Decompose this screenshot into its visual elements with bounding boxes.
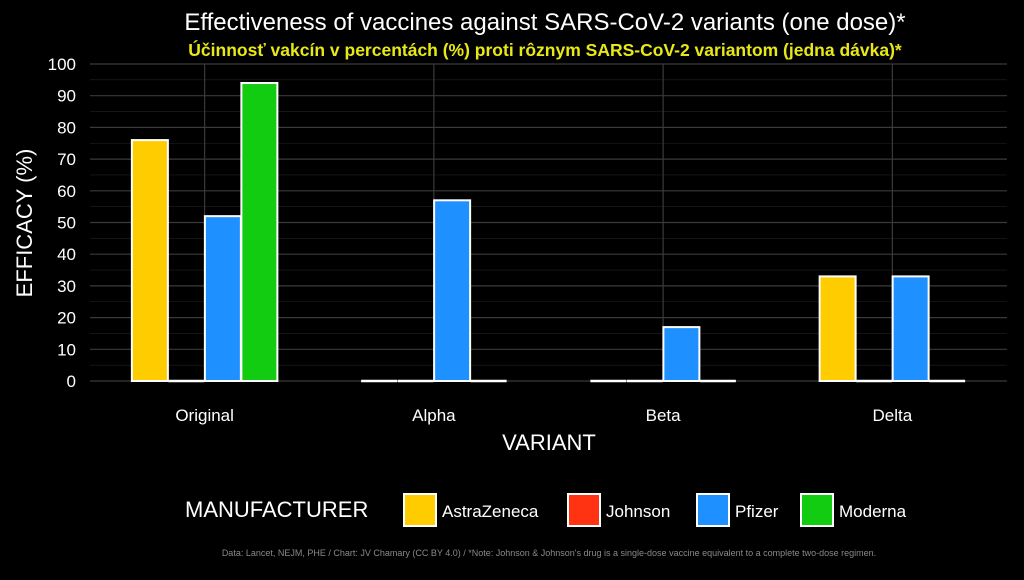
y-axis-title: EFFICACY (%)	[12, 149, 37, 298]
y-tick-label: 80	[57, 118, 76, 137]
legend-label-moderna: Moderna	[839, 502, 907, 521]
bar-pfizer	[203, 215, 242, 382]
bar-astrazeneca	[818, 275, 857, 383]
y-tick-label: 90	[57, 87, 76, 106]
legend-swatch-moderna	[800, 493, 834, 527]
x-tick-label: Original	[175, 406, 234, 425]
bar-pfizer	[662, 326, 701, 382]
bar-moderna	[240, 82, 279, 383]
y-tick-label: 10	[57, 340, 76, 359]
bar-astrazeneca	[130, 139, 169, 382]
legend-label-johnson: Johnson	[606, 502, 670, 521]
footnote: Data: Lancet, NEJM, PHE / Chart: JV Cham…	[222, 548, 876, 558]
bar-pfizer	[433, 199, 472, 382]
bar-pfizer	[891, 275, 930, 383]
bars	[130, 82, 966, 383]
legend-label-astrazeneca: AstraZeneca	[442, 502, 539, 521]
x-axis-title: VARIANT	[502, 430, 596, 455]
y-tick-label: 70	[57, 150, 76, 169]
y-tick-label: 60	[57, 182, 76, 201]
legend-swatch-johnson	[567, 493, 601, 527]
y-tick-label: 20	[57, 309, 76, 328]
legend-swatch-astrazeneca	[403, 493, 437, 527]
legend-title: MANUFACTURER	[185, 497, 368, 522]
y-tick-label: 100	[48, 55, 76, 74]
x-tick-label: Delta	[873, 406, 913, 425]
y-tick-label: 30	[57, 277, 76, 296]
legend-swatch-pfizer	[696, 493, 730, 527]
chart-title: Effectiveness of vaccines against SARS-C…	[184, 9, 905, 36]
y-tick-label: 50	[57, 214, 76, 233]
x-tick-label: Alpha	[412, 406, 456, 425]
legend: MANUFACTURER AstraZeneca Johnson Pfizer Mod…	[185, 493, 907, 527]
y-tick-label: 40	[57, 245, 76, 264]
axis-ticks: 0 10 20 30 40 50 60 70 80 90 100 Original Alpha Beta D…	[48, 55, 913, 425]
y-tick-label: 0	[67, 372, 76, 391]
chart-subtitle: Účinnosť vakcín v percentách (%) proti r…	[188, 39, 902, 60]
x-tick-label: Beta	[646, 406, 682, 425]
legend-label-pfizer: Pfizer	[735, 502, 779, 521]
